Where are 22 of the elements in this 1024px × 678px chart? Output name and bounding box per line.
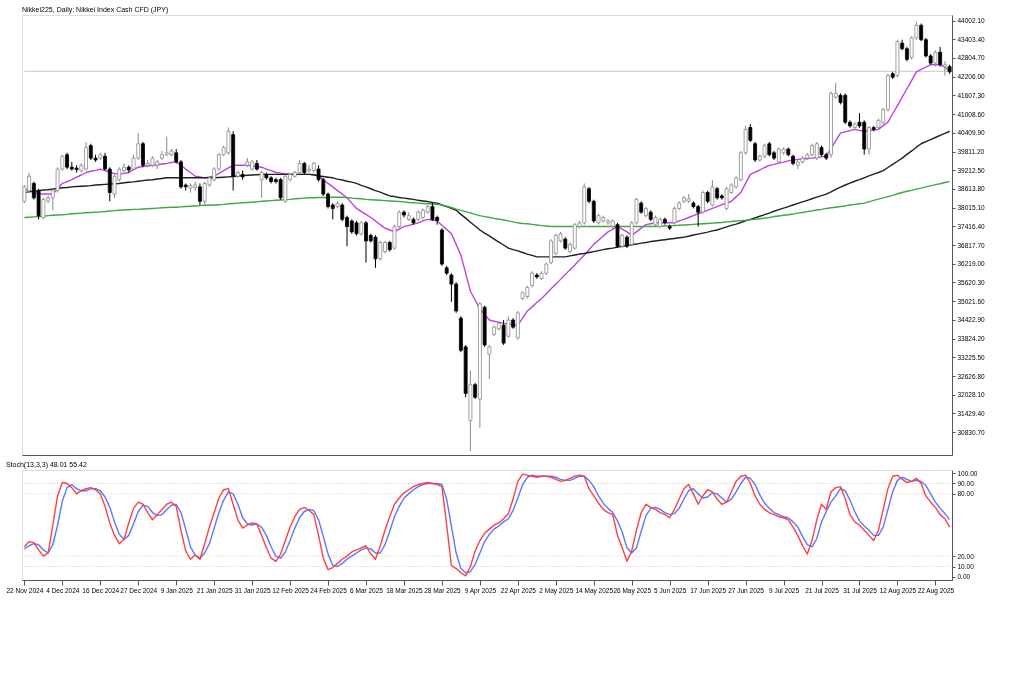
candlestick	[710, 179, 715, 208]
candlestick	[226, 127, 231, 156]
candlestick	[942, 60, 947, 77]
candlestick	[487, 344, 492, 380]
candlestick	[501, 319, 506, 346]
candlestick	[615, 222, 620, 249]
candlestick	[672, 206, 677, 226]
candlestick	[278, 177, 283, 201]
candlestick	[378, 240, 383, 262]
line-series	[23, 180, 951, 228]
candlestick	[198, 182, 202, 206]
candlestick	[814, 141, 819, 161]
candlestick	[41, 197, 46, 220]
candlestick	[938, 46, 943, 68]
candlestick	[259, 170, 264, 199]
candlestick	[402, 209, 406, 218]
candlestick	[141, 141, 145, 168]
candlestick	[867, 125, 871, 156]
candlestick	[373, 234, 378, 269]
candlestick	[506, 315, 511, 339]
candlestick	[700, 190, 705, 215]
candlestick	[753, 141, 757, 163]
